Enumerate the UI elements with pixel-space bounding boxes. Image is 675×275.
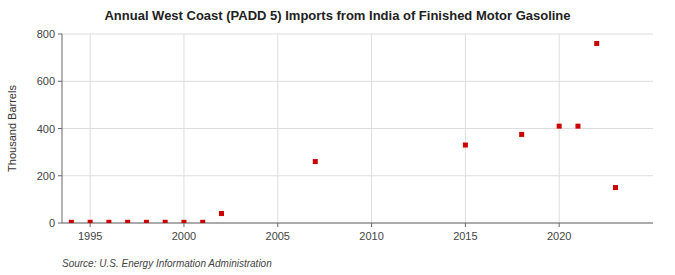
chart-container: Annual West Coast (PADD 5) Imports from …	[0, 0, 675, 275]
point	[106, 220, 111, 223]
y-tick-label: 600	[37, 75, 55, 87]
x-tick-label: 2005	[266, 230, 290, 242]
point	[519, 132, 524, 137]
x-tick	[277, 223, 278, 227]
points	[69, 41, 618, 223]
y-tick-label: 400	[37, 123, 55, 135]
x-axis-line	[62, 223, 653, 224]
y-tick-label: 800	[37, 28, 55, 40]
x-tick	[465, 223, 466, 227]
x-grid-line	[371, 34, 372, 223]
chart-svg: Annual West Coast (PADD 5) Imports from …	[0, 0, 675, 275]
point	[144, 220, 149, 223]
y-tick-label: 200	[37, 170, 55, 182]
x-tick-label: 2010	[359, 230, 383, 242]
source: Source: U.S. Energy Information Administ…	[62, 258, 272, 269]
point	[557, 124, 562, 129]
x-tick	[371, 223, 372, 227]
point	[613, 185, 618, 190]
title: Annual West Coast (PADD 5) Imports from …	[104, 8, 570, 23]
x-tick-label: 2020	[547, 230, 571, 242]
y-tick	[58, 81, 62, 82]
x-grid-line	[277, 34, 278, 223]
y-tick	[58, 223, 62, 224]
y-grid-line	[62, 223, 653, 224]
point	[181, 220, 186, 223]
y-grid-line	[62, 128, 653, 129]
x-grid-line	[90, 34, 91, 223]
point	[200, 220, 205, 223]
x-tick	[183, 223, 184, 227]
grid	[62, 34, 653, 223]
y-tick	[58, 128, 62, 129]
point	[594, 41, 599, 46]
point	[69, 220, 74, 223]
x-tick	[90, 223, 91, 227]
y-grid-line	[62, 81, 653, 82]
x-grid-line	[465, 34, 466, 223]
point	[88, 220, 93, 223]
y-grid-line	[62, 34, 653, 35]
y-grid-line	[62, 175, 653, 176]
x-tick-label: 2000	[172, 230, 196, 242]
point	[163, 220, 168, 223]
y-axis-label: Thousand Barrels	[6, 85, 18, 172]
point	[219, 211, 224, 216]
point	[575, 124, 580, 129]
x-tick-label: 1995	[78, 230, 102, 242]
y-tick-label: 0	[49, 217, 55, 229]
y-axis-line	[62, 34, 63, 223]
point	[463, 143, 468, 148]
point	[313, 159, 318, 164]
point	[125, 220, 130, 223]
y-tick	[58, 175, 62, 176]
x-tick-label: 2015	[453, 230, 477, 242]
x-tick	[559, 223, 560, 227]
x-grid-line	[183, 34, 184, 223]
y-tick	[58, 34, 62, 35]
